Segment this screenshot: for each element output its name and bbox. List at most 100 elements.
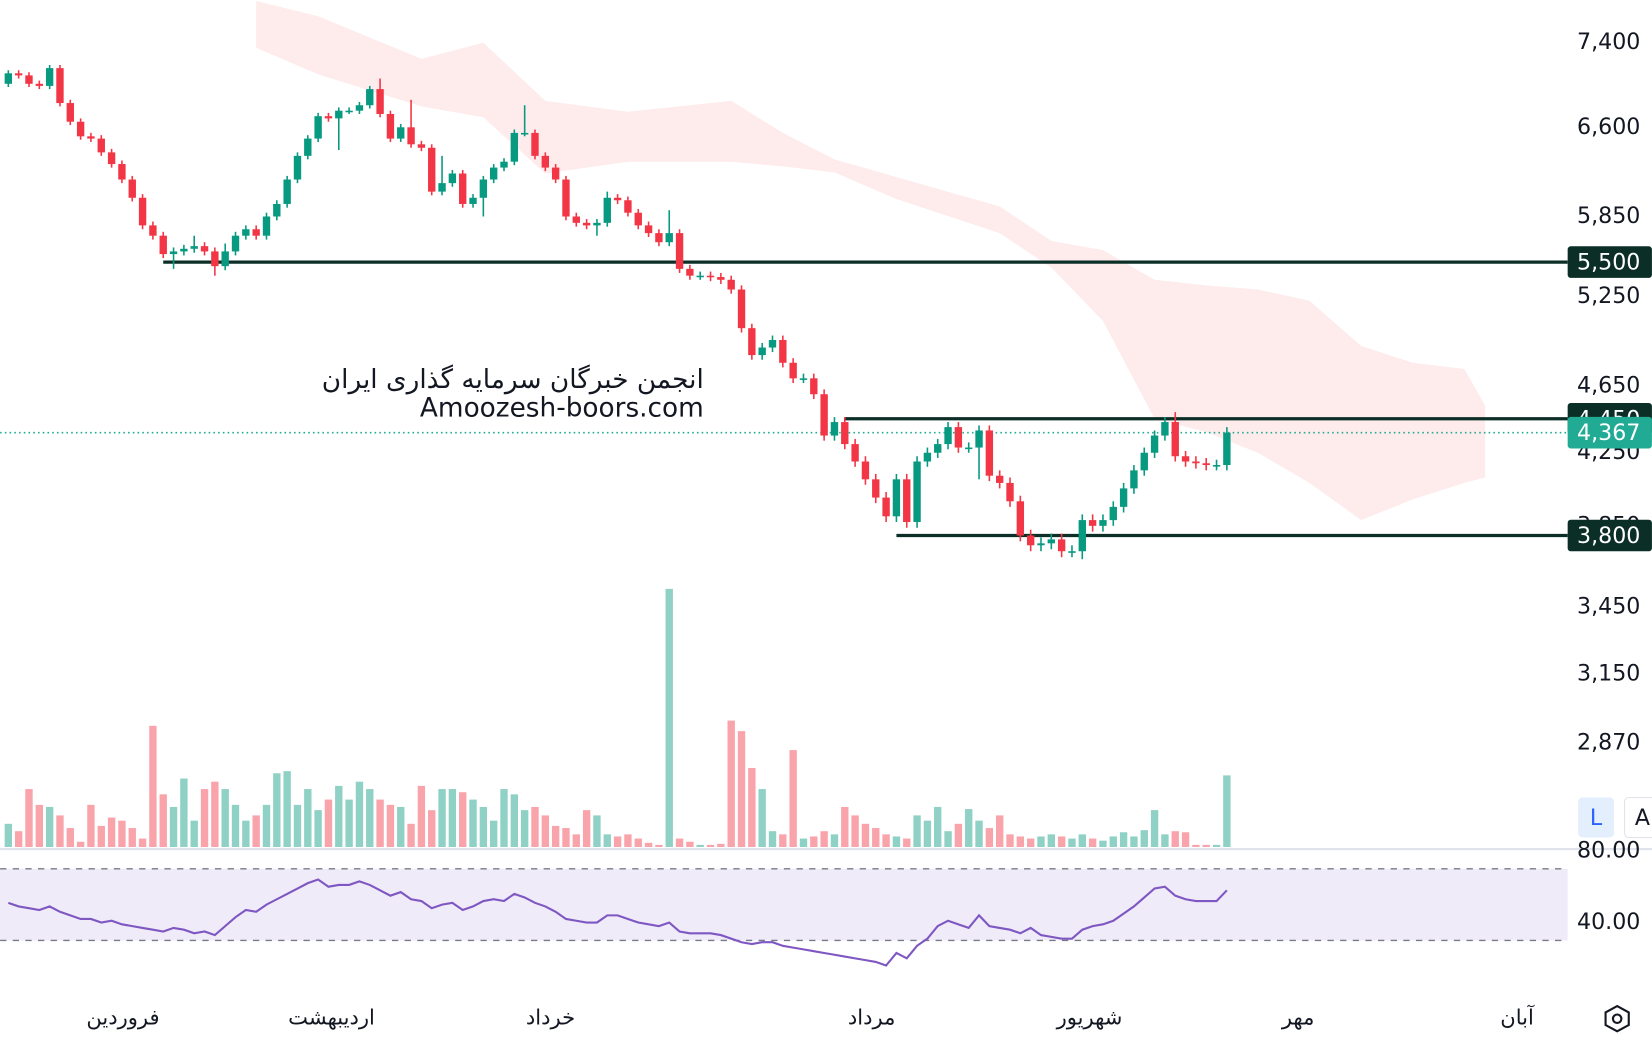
volume-bar [717,843,725,847]
volume-bar [273,773,281,847]
x-tick-label: آبان [1500,1005,1535,1030]
volume-bar [923,820,932,847]
candle-body [1006,482,1014,502]
volume-bar [1202,844,1210,847]
candle-body [799,378,808,380]
watermark: انجمن خبرگان سرمایه گذاری ایران Amoozesh… [322,364,704,423]
candle-body [541,155,550,168]
volume-bar [407,823,415,847]
candle-body [820,394,828,436]
candle-body [686,268,694,276]
volume-bar [386,804,395,847]
candle-body [293,155,302,180]
volume-bar [159,794,167,847]
volume-bar [4,823,13,847]
candle-body [169,251,178,255]
x-tick-label: مهر [1281,1005,1315,1030]
volume-bar [1119,832,1128,847]
volume-bar [779,834,787,847]
button-bg[interactable] [1578,797,1615,838]
candle-body [593,222,601,226]
candle-body [107,152,116,165]
level-label: 5,500 [1577,250,1640,276]
volume-bar [1099,840,1107,847]
volume-bar [551,825,560,847]
settings-icon[interactable] [1604,1004,1630,1033]
volume-bar [231,804,240,847]
volume-bar [748,767,756,847]
candle-body [1099,520,1107,526]
volume-bar [417,785,426,847]
candle-body [1088,520,1097,526]
candle-body [376,89,384,114]
volume-bar [706,844,715,847]
candle-body [324,116,333,119]
candle-body [841,422,849,445]
volume-bar [768,831,777,847]
volume-bar [841,806,849,847]
candle-body [861,461,870,480]
candle-body [810,378,818,395]
candle-body [1047,539,1056,544]
auto-button[interactable]: A [1635,805,1650,831]
candle-body [758,347,766,356]
volume-bar [149,725,157,847]
volume-bar [582,810,591,847]
volume-bar [252,815,260,847]
volume-bar [324,799,333,847]
volume-bar [965,809,973,847]
volume-bar [1026,838,1035,847]
volume-bar [469,799,477,847]
candle-body [1109,506,1117,521]
volume-bar [304,789,312,847]
volume-bar [861,823,870,847]
candle-body [665,233,673,243]
candle-body [97,138,105,153]
volume-bar [1078,834,1086,847]
cloud-layer [256,0,1486,521]
x-tick-label: اردیبهشت [288,1005,375,1030]
volume-bar [562,828,570,847]
volume-bar [459,792,467,847]
volume-bar [335,785,343,847]
volume-bar [572,834,580,847]
candle-body [717,277,725,280]
volume-bar [283,771,291,847]
button-bg[interactable] [1624,796,1652,839]
candle-body [45,68,54,86]
volume-bar [851,815,859,847]
x-tick-label: شهریور [1056,1005,1123,1030]
volume-bar [1171,831,1179,847]
volume-bar [520,810,529,847]
volume-bar [200,789,209,847]
candle-body [737,289,746,329]
volume-bar [25,789,33,847]
candle-body [252,229,260,236]
volume-bar [541,815,550,847]
log-button[interactable]: L [1590,805,1603,831]
candle-body [1161,422,1169,436]
candle-body [128,179,136,198]
volume-bar [1057,836,1066,847]
volume-bar [644,842,653,847]
volume-bar [820,831,828,847]
candle-body [1202,463,1210,466]
volume-bar [118,820,126,847]
candle-body [613,197,622,201]
volume-bar [1192,844,1200,847]
candle-layer [0,65,1568,560]
level-label: 3,800 [1577,523,1640,549]
candle-body [190,246,198,249]
volume-bar [45,806,54,847]
icon-hexagon[interactable] [1604,1004,1630,1033]
candle-body [87,136,95,139]
y-tick-label: 4,650 [1577,373,1640,399]
volume-bar [1223,775,1231,847]
volume-bar [1150,810,1159,847]
icon-circle[interactable] [1611,1013,1623,1024]
volume-bar [87,804,95,847]
candle-body [655,233,663,243]
candle-body [386,113,395,139]
